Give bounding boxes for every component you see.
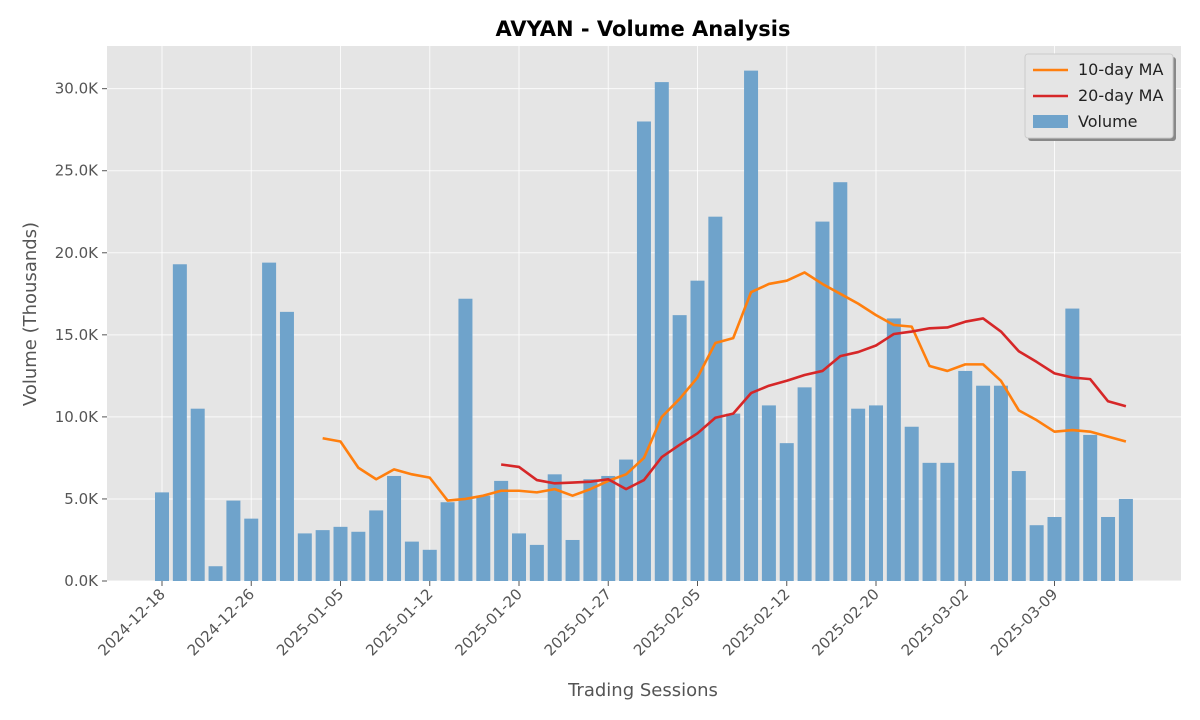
- x-axis-ticks: 2024-12-18 2024-12-26 2025-01-05 2025-01-12…: [94, 581, 1061, 659]
- volume-bar: [779, 443, 794, 581]
- x-tick-label: 2024-12-18: [94, 585, 168, 659]
- volume-bar: [922, 462, 937, 581]
- volume-bar: [565, 539, 580, 581]
- volume-bar: [940, 462, 955, 581]
- volume-bar: [1047, 516, 1062, 581]
- x-tick-label: 2025-01-20: [451, 585, 525, 659]
- y-tick-label: 5.0K: [64, 490, 99, 508]
- volume-bar: [761, 405, 776, 581]
- y-tick-label: 0.0K: [64, 572, 99, 590]
- volume-bar: [476, 495, 491, 581]
- volume-bar: [1065, 308, 1080, 581]
- volume-bar: [190, 408, 205, 581]
- volume-bar: [1083, 434, 1098, 581]
- y-tick-label: 10.0K: [55, 408, 99, 426]
- volume-bar: [958, 370, 973, 581]
- x-tick-label: 2025-01-05: [273, 585, 347, 659]
- legend: 10-day MA 20-day MA Volume: [1024, 53, 1176, 141]
- chart-title: AVYAN - Volume Analysis: [495, 17, 790, 41]
- volume-bar: [262, 262, 277, 581]
- x-tick-label: 2025-01-12: [362, 585, 436, 659]
- x-tick-label: 2025-03-02: [898, 585, 972, 659]
- volume-bar: [172, 264, 187, 581]
- volume-bar: [547, 474, 562, 581]
- volume-bar: [351, 531, 366, 581]
- x-tick-label: 2025-03-09: [987, 585, 1061, 659]
- volume-bar: [226, 500, 241, 581]
- moving-average-lines: [322, 271, 1127, 502]
- x-axis-label: Trading Sessions: [567, 680, 718, 701]
- volume-bar: [458, 298, 473, 581]
- volume-bar: [583, 479, 598, 581]
- ma20-line: [500, 317, 1127, 491]
- legend-label-ma20: 20-day MA: [1078, 86, 1163, 105]
- volume-bar: [244, 518, 259, 581]
- volume-bar: [208, 566, 223, 581]
- volume-bar: [815, 221, 830, 582]
- volume-bar: [672, 315, 687, 581]
- volume-bar: [1118, 498, 1133, 581]
- volume-bar: [333, 526, 348, 581]
- volume-bar: [797, 387, 812, 581]
- volume-bar: [315, 530, 330, 581]
- volume-bar: [726, 413, 741, 581]
- volume-bar: [708, 216, 723, 581]
- volume-bar: [744, 70, 759, 581]
- x-tick-label: 2025-02-20: [808, 585, 882, 659]
- legend-swatch-volume: [1033, 115, 1068, 128]
- volume-bar: [369, 510, 384, 581]
- y-tick-label: 15.0K: [55, 326, 99, 344]
- volume-bar: [869, 405, 883, 581]
- volume-bar: [1029, 525, 1044, 581]
- volume-bar: [993, 385, 1008, 581]
- volume-bar: [1101, 516, 1116, 581]
- x-tick-label: 2025-01-27: [541, 585, 615, 659]
- volume-bar: [440, 502, 455, 581]
- volume-bar: [601, 475, 616, 581]
- volume-bar: [833, 182, 848, 581]
- volume-bar: [387, 475, 402, 581]
- volume-bar: [422, 549, 437, 581]
- x-tick-label: 2025-02-12: [719, 585, 793, 659]
- volume-bar: [529, 544, 544, 581]
- volume-bar: [976, 385, 991, 581]
- y-axis-label: Volume (Thousands): [20, 222, 41, 406]
- legend-label-ma10: 10-day MA: [1078, 60, 1163, 79]
- volume-bar: [886, 318, 901, 581]
- volume-bar: [1011, 471, 1026, 581]
- volume-bar: [851, 408, 866, 581]
- y-axis-ticks: 0.0K 5.0K 10.0K 15.0K 20.0K 25.0K 30.0K: [55, 80, 107, 590]
- volume-bar: [654, 82, 669, 581]
- volume-bar: [494, 480, 509, 581]
- volume-bar: [690, 280, 705, 581]
- y-tick-label: 20.0K: [55, 244, 99, 262]
- x-tick-label: 2025-02-05: [630, 585, 704, 659]
- y-tick-label: 25.0K: [55, 162, 99, 180]
- volume-bar: [279, 311, 294, 581]
- volume-bar: [297, 533, 312, 581]
- x-tick-label: 2024-12-26: [184, 585, 258, 659]
- volume-bar: [636, 121, 651, 582]
- volume-bar: [619, 459, 634, 581]
- ma10-line: [322, 271, 1127, 502]
- volume-bar: [512, 533, 526, 581]
- volume-bars: [155, 70, 1133, 582]
- volume-bar: [404, 541, 419, 581]
- volume-bar: [904, 426, 919, 581]
- y-tick-label: 30.0K: [55, 80, 99, 98]
- legend-label-volume: Volume: [1078, 112, 1138, 131]
- volume-bar: [155, 492, 169, 581]
